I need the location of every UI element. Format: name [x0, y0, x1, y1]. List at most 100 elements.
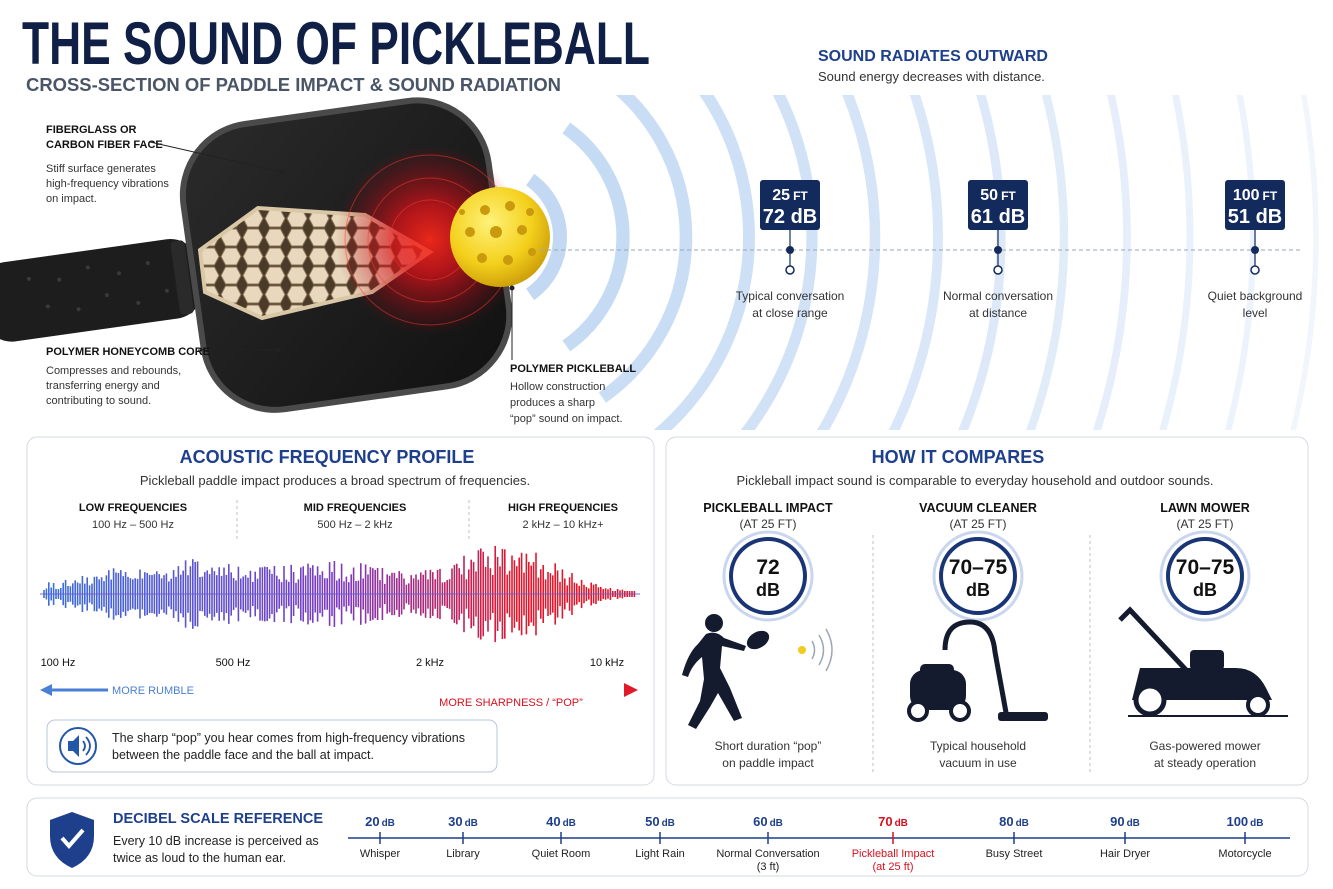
scale-level-unit: dB: [770, 818, 783, 829]
face-title: CARBON FIBER FACE: [46, 139, 163, 151]
distance-badge: [968, 180, 1028, 230]
shield-icon: [50, 812, 94, 868]
decibel-panel: [26, 797, 1309, 877]
player-icon: [682, 614, 833, 729]
marker-end: [993, 265, 1003, 275]
level-rings: [722, 530, 1251, 622]
level-ring-outer: [932, 530, 1024, 622]
core-description: contributing to sound.: [46, 395, 151, 407]
comparison-caption: Short duration “pop”: [715, 739, 822, 753]
sound-arc: [1224, 95, 1257, 430]
distance-caption: Typical conversation: [736, 289, 845, 303]
frequency-axis-label: 2 kHz: [416, 657, 444, 669]
ball-description: Hollow construction: [510, 381, 605, 393]
scale-level: 30 dB: [448, 814, 478, 829]
core-title: POLYMER HONEYCOMB CORE: [46, 346, 210, 358]
distance-badge: [760, 180, 820, 230]
band-name: MID FREQUENCIES: [304, 502, 407, 514]
distance-label: 25 FT: [772, 187, 808, 204]
scale-label: Hair Dryer: [1100, 848, 1150, 860]
core-description: Compresses and rebounds,: [46, 365, 181, 377]
pickleball: [450, 187, 550, 287]
decibel-description: twice as loud to the human ear.: [113, 851, 286, 865]
marker-dot: [786, 246, 794, 254]
band-name: LOW FREQUENCIES: [79, 502, 187, 514]
band-range: 500 Hz – 2 kHz: [317, 519, 392, 531]
distance-label: 50 FT: [980, 187, 1016, 204]
mower-icon: [1118, 606, 1288, 717]
scale-level: 20 dB: [365, 814, 395, 829]
comparison-caption: on paddle impact: [722, 756, 814, 770]
comparison-qualifier: (AT 25 FT): [1177, 517, 1234, 531]
comparison-caption: Typical household: [930, 739, 1026, 753]
scale-level-value: 30: [448, 814, 462, 829]
sound-arc: [1026, 95, 1069, 430]
comparison-level: 70–75: [1176, 556, 1235, 579]
radiation-subtitle: Sound energy decreases with distance.: [818, 69, 1045, 84]
vacuum-icon: [907, 619, 1048, 722]
scale-label: Library: [446, 848, 480, 860]
scale-label: Normal Conversation: [716, 848, 819, 860]
scale-level-unit: dB: [563, 818, 576, 829]
distance-label: 100 FT: [1233, 187, 1278, 204]
sound-arc: [1290, 95, 1319, 430]
level-ring: [939, 537, 1017, 615]
scale-level: 100 dB: [1226, 814, 1263, 829]
scale-level-value: 80: [999, 814, 1013, 829]
comparison-qualifier: (AT 25 FT): [950, 517, 1007, 531]
level-ring-outer: [1159, 530, 1251, 622]
sound-arc: [1093, 95, 1131, 430]
ball-title: POLYMER PICKLEBALL: [510, 363, 636, 375]
distance-level: 61 dB: [971, 206, 1025, 228]
scale-label: Light Rain: [635, 848, 685, 860]
comparison-caption: vacuum in use: [939, 756, 1017, 770]
band-name: HIGH FREQUENCIES: [508, 502, 618, 514]
marker-end: [1250, 265, 1260, 275]
distance-level: 72 dB: [763, 206, 817, 228]
separators: [236, 500, 1091, 772]
scale-level: 40 dB: [546, 814, 576, 829]
comparison-level: 72: [756, 556, 779, 579]
frequency-subtitle: Pickleball paddle impact produces a broa…: [140, 473, 530, 488]
comparison-level: 70–75: [949, 556, 1008, 579]
frequency-note: between the paddle face and the ball at …: [112, 748, 374, 762]
scale-label: Quiet Room: [532, 848, 591, 860]
face-description: high-frequency vibrations: [46, 178, 169, 190]
distance-value: 100: [1233, 187, 1260, 204]
scale-level-unit: dB: [1127, 818, 1140, 829]
decibel-description: Every 10 dB increase is perceived as: [113, 834, 319, 848]
comparison-name: PICKLEBALL IMPACT: [703, 501, 833, 515]
scale-level-unit: dB: [895, 818, 908, 829]
scale-level: 70 dB: [878, 814, 908, 829]
level-ring: [729, 537, 807, 615]
decibel-title: DECIBEL SCALE REFERENCE: [113, 811, 323, 827]
distance-unit: FT: [1263, 189, 1278, 203]
speaker-icon: [59, 727, 97, 765]
distance-unit: FT: [793, 189, 808, 203]
level-ring-outer: [722, 530, 814, 622]
scale-level-value: 20: [365, 814, 379, 829]
distance-caption: Normal conversation: [943, 289, 1053, 303]
page-title: THE SOUND OF PICKLEBALL: [22, 10, 650, 77]
scale-level: 60 dB: [753, 814, 783, 829]
comparison-unit: dB: [756, 580, 780, 600]
scale-level-value: 40: [546, 814, 560, 829]
scale-level-value: 50: [645, 814, 659, 829]
face-description: on impact.: [46, 193, 97, 205]
scale-level-unit: dB: [662, 818, 675, 829]
frequency-axis-label: 100 Hz: [41, 657, 76, 669]
comparison-title: HOW IT COMPARES: [872, 447, 1045, 467]
scale-level-unit: dB: [382, 818, 395, 829]
scale-level-value: 70: [878, 814, 892, 829]
distance-caption: level: [1243, 306, 1268, 320]
frequency-arrow: [40, 683, 638, 697]
band-range: 100 Hz – 500 Hz: [92, 519, 174, 531]
rumble-label: MORE RUMBLE: [112, 685, 194, 697]
scale-level-unit: dB: [1250, 818, 1263, 829]
comparison-unit: dB: [966, 580, 990, 600]
sound-arc: [740, 95, 818, 430]
radiation-title: SOUND RADIATES OUTWARD: [818, 48, 1048, 65]
comparison-caption: Gas-powered mower: [1149, 739, 1260, 753]
band-range: 2 kHz – 10 kHz+: [522, 519, 603, 531]
